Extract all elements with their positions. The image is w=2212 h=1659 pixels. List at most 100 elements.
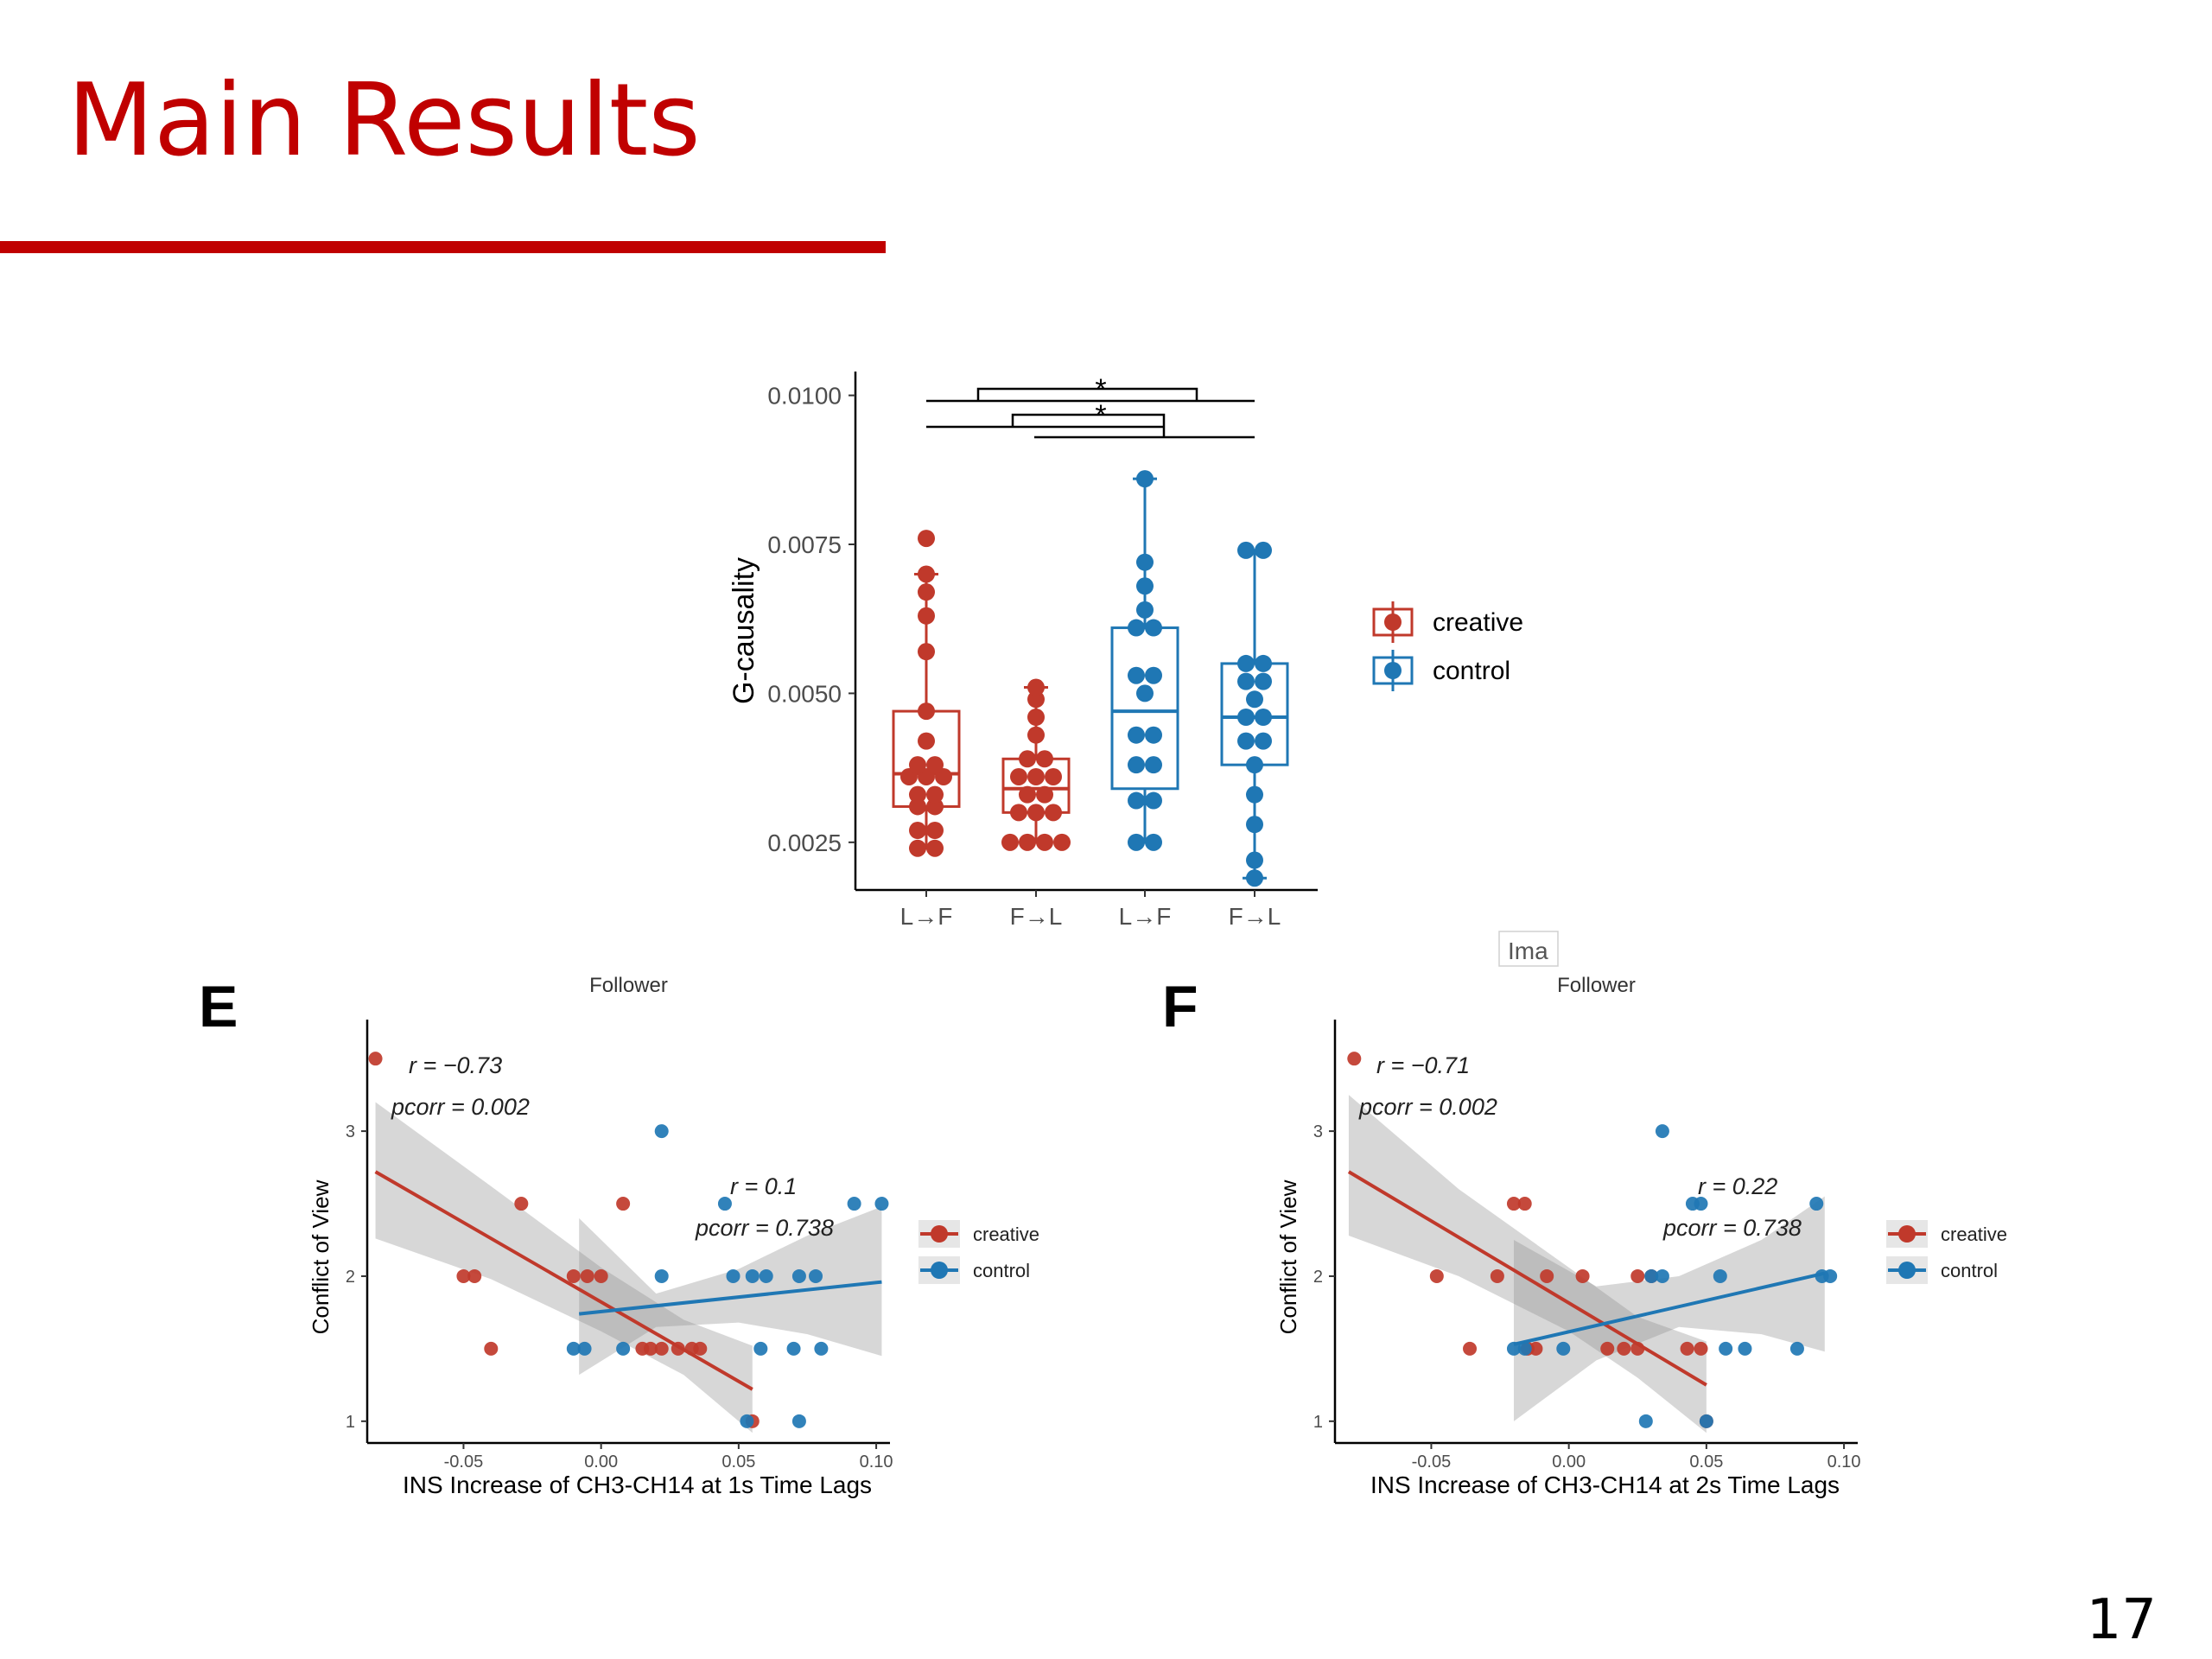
data-point-control xyxy=(1789,1341,1804,1356)
data-point-creative xyxy=(654,1341,669,1356)
data-point-creative xyxy=(1529,1341,1543,1356)
data-point xyxy=(1246,816,1263,834)
legend-label-control: control xyxy=(973,1260,1030,1281)
data-point xyxy=(1145,756,1162,774)
data-point xyxy=(918,583,935,601)
stat-annotation-control: pcorr = 0.738 xyxy=(695,1215,834,1241)
y-tick-label: 3 xyxy=(346,1122,355,1141)
x-tick-label: -0.05 xyxy=(1412,1452,1452,1471)
data-point-creative xyxy=(1347,1052,1362,1066)
data-point xyxy=(1019,750,1036,768)
data-point-control xyxy=(1713,1268,1727,1283)
data-point xyxy=(1145,791,1162,810)
y-axis-title: Conflict of View xyxy=(1275,1179,1301,1334)
data-point-control xyxy=(874,1197,889,1211)
data-point xyxy=(1010,767,1027,785)
data-point-control xyxy=(1823,1268,1838,1283)
data-point-control xyxy=(759,1268,773,1283)
data-point xyxy=(1145,833,1162,851)
data-point-control xyxy=(566,1341,581,1356)
data-point-control xyxy=(726,1268,741,1283)
y-tick-label: 0.0075 xyxy=(767,531,842,558)
data-point xyxy=(1128,791,1145,810)
data-point xyxy=(918,607,935,625)
data-point xyxy=(1246,756,1263,774)
data-point-control xyxy=(654,1124,669,1139)
y-tick-label: 0.0100 xyxy=(767,383,842,410)
data-point xyxy=(1128,833,1145,851)
data-point xyxy=(918,565,935,583)
stat-annotation-control: r = 0.22 xyxy=(1698,1173,1777,1199)
data-point xyxy=(1036,750,1053,768)
data-point-control xyxy=(577,1341,592,1356)
x-tick-label: L→F xyxy=(1119,903,1172,930)
data-point-creative xyxy=(467,1268,482,1283)
page-number: 17 xyxy=(2086,1588,2157,1652)
data-point xyxy=(918,702,935,721)
box xyxy=(892,709,961,808)
data-point-control xyxy=(1809,1197,1824,1211)
significance-bracket xyxy=(926,387,1255,403)
x-tick-label: -0.05 xyxy=(444,1452,484,1471)
data-point xyxy=(1246,785,1263,804)
data-point-control xyxy=(1738,1341,1752,1356)
data-point xyxy=(909,785,926,804)
data-point xyxy=(1027,709,1045,726)
data-point xyxy=(1246,851,1263,869)
data-point-control xyxy=(847,1197,861,1211)
data-point xyxy=(1045,804,1062,822)
stat-annotation-creative: r = −0.71 xyxy=(1376,1052,1470,1078)
data-point-control xyxy=(786,1341,801,1356)
y-tick-label: 2 xyxy=(1313,1268,1323,1287)
data-point xyxy=(1136,684,1154,702)
x-tick-label: 0.05 xyxy=(1689,1452,1723,1471)
x-axis-title: INS Increase of CH3-CH14 at 2s Time Lags xyxy=(1370,1471,1840,1498)
data-point xyxy=(909,822,926,840)
data-point-control xyxy=(1517,1341,1532,1356)
data-point xyxy=(935,767,952,785)
legend-label-creative: creative xyxy=(973,1224,1039,1245)
data-point-creative xyxy=(1463,1341,1478,1356)
y-axis-title: Conflict of View xyxy=(308,1179,334,1334)
data-point-creative xyxy=(1617,1341,1631,1356)
data-point xyxy=(1128,726,1145,744)
data-point xyxy=(1237,709,1255,726)
data-point xyxy=(918,767,935,785)
data-point xyxy=(1027,690,1045,709)
data-point xyxy=(1053,833,1071,851)
data-point xyxy=(1001,833,1019,851)
data-point xyxy=(1027,726,1045,744)
y-tick-label: 1 xyxy=(1313,1413,1323,1432)
x-tick-label: L→F xyxy=(900,903,953,930)
legend-creative-key-dot xyxy=(931,1225,948,1243)
y-tick-label: 0.0025 xyxy=(767,830,842,856)
data-point xyxy=(909,756,926,774)
data-point-creative xyxy=(580,1268,594,1283)
stat-annotation-creative: pcorr = 0.002 xyxy=(391,1094,530,1120)
chart-title: Follower xyxy=(589,974,668,997)
fit-line-control xyxy=(1513,1271,1826,1346)
title-underline xyxy=(0,241,886,253)
data-point-control xyxy=(717,1197,732,1211)
chart-title: Follower xyxy=(1557,974,1636,997)
data-point-control xyxy=(1655,1124,1669,1139)
data-point xyxy=(1246,869,1263,887)
legend-label-creative: creative xyxy=(1941,1224,2007,1245)
panel-label: F xyxy=(1162,974,1198,1039)
data-point-creative xyxy=(514,1197,529,1211)
data-point xyxy=(1019,833,1036,851)
data-point xyxy=(1027,804,1045,822)
data-point xyxy=(1246,690,1263,709)
y-axis-title: G-causality xyxy=(728,557,760,704)
data-point-control xyxy=(809,1268,823,1283)
data-point xyxy=(900,767,918,785)
data-point-creative xyxy=(484,1341,499,1356)
data-point-creative xyxy=(1575,1268,1590,1283)
data-point-creative xyxy=(1540,1268,1554,1283)
data-point-control xyxy=(1719,1341,1733,1356)
data-point-control xyxy=(1638,1414,1653,1428)
data-point-control xyxy=(745,1268,760,1283)
gcausality-boxplot: 0.0025 0.0050 0.0075 0.0100 G-causality L→F F→… xyxy=(728,372,1559,967)
data-point xyxy=(926,822,944,840)
data-point-control xyxy=(1655,1268,1669,1283)
